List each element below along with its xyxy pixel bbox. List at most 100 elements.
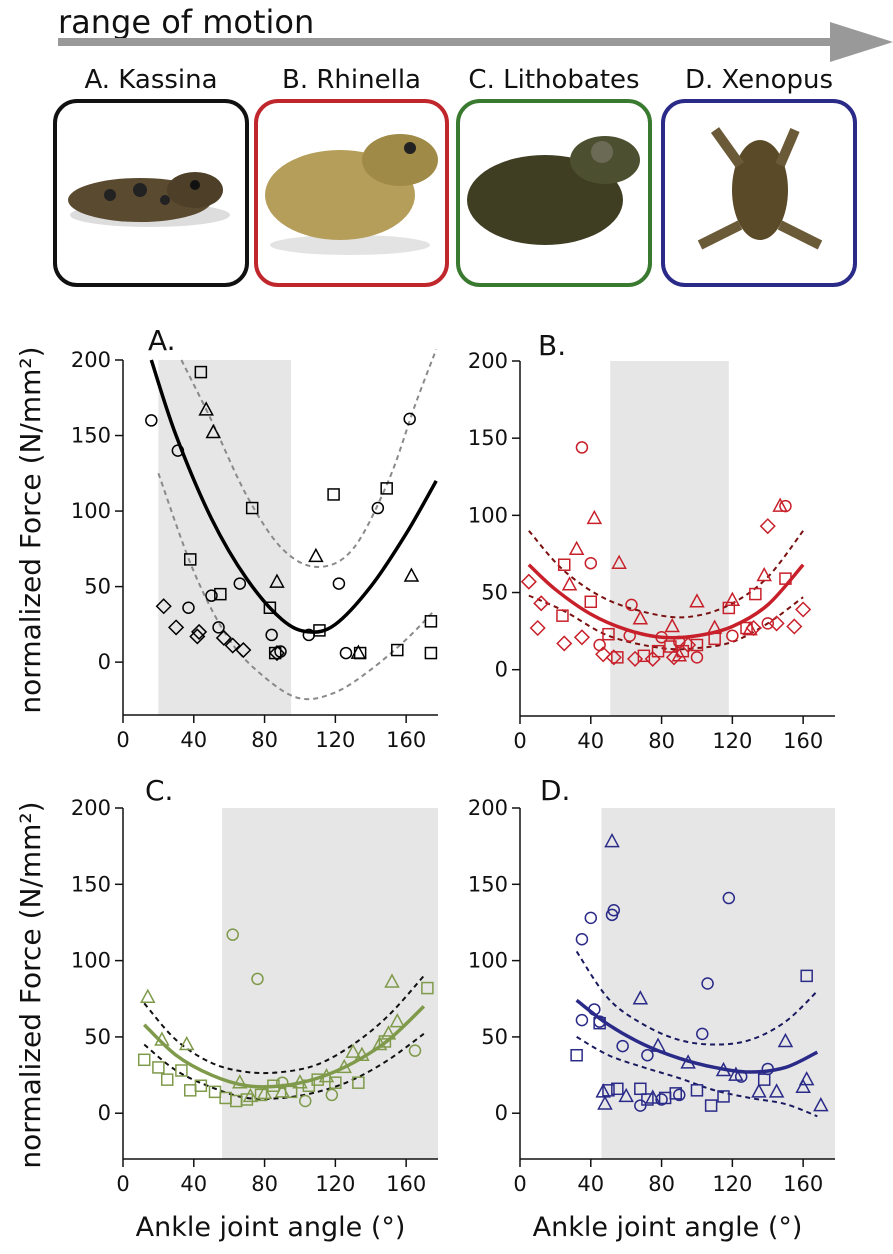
x-tick-label: 0 (116, 728, 129, 752)
data-point (309, 549, 322, 561)
y-tick-label: 50 (84, 575, 111, 599)
data-point (333, 578, 344, 589)
y-tick-label: 50 (84, 1025, 111, 1049)
x-tick-label: 0 (116, 1172, 129, 1196)
data-point (761, 519, 775, 533)
x-tick-label: 80 (251, 728, 278, 752)
range-title: range of motion (58, 3, 314, 41)
arrow-head (830, 22, 893, 62)
x-tick-label: 160 (386, 728, 426, 752)
y-tick-label: 200 (71, 348, 111, 372)
data-point (139, 1054, 150, 1065)
data-point (576, 934, 587, 945)
y-tick-label: 0 (98, 1101, 111, 1125)
x-axis-label: Ankle joint angle (°) (533, 1212, 803, 1243)
photo-xenopus (700, 130, 820, 245)
data-point (585, 912, 596, 923)
species-label: B. Rhinella (282, 65, 421, 95)
data-point (328, 489, 339, 500)
y-tick-label: 100 (468, 949, 508, 973)
y-tick-label: 50 (481, 581, 508, 605)
data-point (146, 415, 157, 426)
y-axis-label: normalized Force (N/mm²) (14, 346, 47, 713)
photo-rhinella (265, 134, 438, 255)
data-point (141, 990, 154, 1002)
data-point (585, 596, 596, 607)
data-point (796, 603, 810, 617)
data-point (425, 648, 436, 659)
data-point (153, 1062, 164, 1073)
data-point (531, 621, 545, 635)
data-point (571, 1050, 582, 1061)
x-tick-label: 160 (783, 729, 823, 753)
data-point (594, 640, 605, 651)
data-point (372, 503, 383, 514)
data-point (185, 1085, 196, 1096)
x-tick-label: 80 (648, 729, 675, 753)
data-point (588, 511, 601, 523)
x-tick-label: 0 (513, 729, 526, 753)
panel-title: C. (145, 774, 173, 807)
species-label: C. Lithobates (468, 65, 639, 95)
panel: 0 50 100 150 200 0 40 80 120 160 B. (468, 329, 835, 753)
x-tick-label: 40 (577, 729, 604, 753)
x-tick-label: 40 (180, 728, 207, 752)
shaded-range (610, 361, 729, 716)
y-tick-label: 150 (468, 426, 508, 450)
panel-title: B. (538, 329, 566, 362)
y-tick-label: 100 (71, 949, 111, 973)
photo-lithobates (467, 136, 640, 245)
panel-title: D. (540, 774, 570, 807)
photo-kassina (68, 172, 230, 227)
y-tick-label: 150 (71, 872, 111, 896)
y-tick-label: 0 (495, 658, 508, 682)
x-tick-label: 160 (386, 1172, 426, 1196)
data-point (162, 1074, 173, 1085)
panel-title: A. (148, 324, 176, 357)
species-label: A. Kassina (84, 65, 217, 95)
panel: 0 50 100 150 200 0 40 80 120 160 A. normalized Forc… (14, 324, 438, 752)
y-tick-label: 100 (71, 499, 111, 523)
data-point (575, 630, 589, 644)
x-tick-label: 0 (513, 1172, 526, 1196)
y-tick-label: 150 (71, 424, 111, 448)
data-point (585, 558, 596, 569)
y-tick-label: 0 (98, 650, 111, 674)
y-tick-label: 100 (468, 503, 508, 527)
species-label: D. Xenopus (685, 65, 833, 95)
figure: range of motion A. Kassina B. Rhinella C. … (0, 0, 893, 1250)
data-point (522, 575, 536, 589)
x-tick-label: 40 (180, 1172, 207, 1196)
data-point (557, 636, 571, 650)
panel: 0 50 100 150 200 0 40 80 120 160 C. normalized Forc… (14, 774, 438, 1243)
data-point (340, 648, 351, 659)
y-tick-label: 200 (468, 349, 508, 373)
x-tick-label: 120 (315, 1172, 355, 1196)
panel: 0 50 100 150 200 0 40 80 120 160 D. Ankle joint ang… (468, 774, 835, 1243)
data-point (180, 1038, 193, 1050)
x-tick-label: 120 (315, 728, 355, 752)
y-tick-label: 200 (468, 796, 508, 820)
y-tick-label: 0 (495, 1101, 508, 1125)
shaded-range (601, 808, 835, 1159)
x-tick-label: 80 (648, 1172, 675, 1196)
data-point (570, 542, 583, 554)
y-tick-label: 150 (468, 872, 508, 896)
data-point (576, 1015, 587, 1026)
data-point (405, 569, 418, 581)
data-point (392, 645, 403, 656)
data-point (787, 619, 801, 633)
data-point (425, 616, 436, 627)
y-tick-label: 50 (481, 1025, 508, 1049)
data-point (758, 569, 771, 581)
x-tick-label: 160 (783, 1172, 823, 1196)
x-tick-label: 40 (577, 1172, 604, 1196)
x-tick-label: 120 (712, 729, 752, 753)
data-point (750, 589, 761, 600)
x-tick-label: 80 (251, 1172, 278, 1196)
data-point (576, 442, 587, 453)
x-axis-label: Ankle joint angle (°) (136, 1212, 406, 1243)
y-tick-label: 200 (71, 796, 111, 820)
y-axis-label: normalized Force (N/mm²) (14, 801, 47, 1168)
x-tick-label: 120 (712, 1172, 752, 1196)
